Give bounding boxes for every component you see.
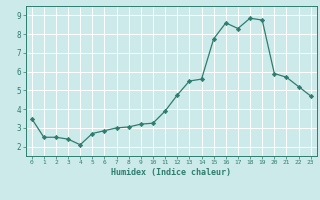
X-axis label: Humidex (Indice chaleur): Humidex (Indice chaleur) [111, 168, 231, 177]
